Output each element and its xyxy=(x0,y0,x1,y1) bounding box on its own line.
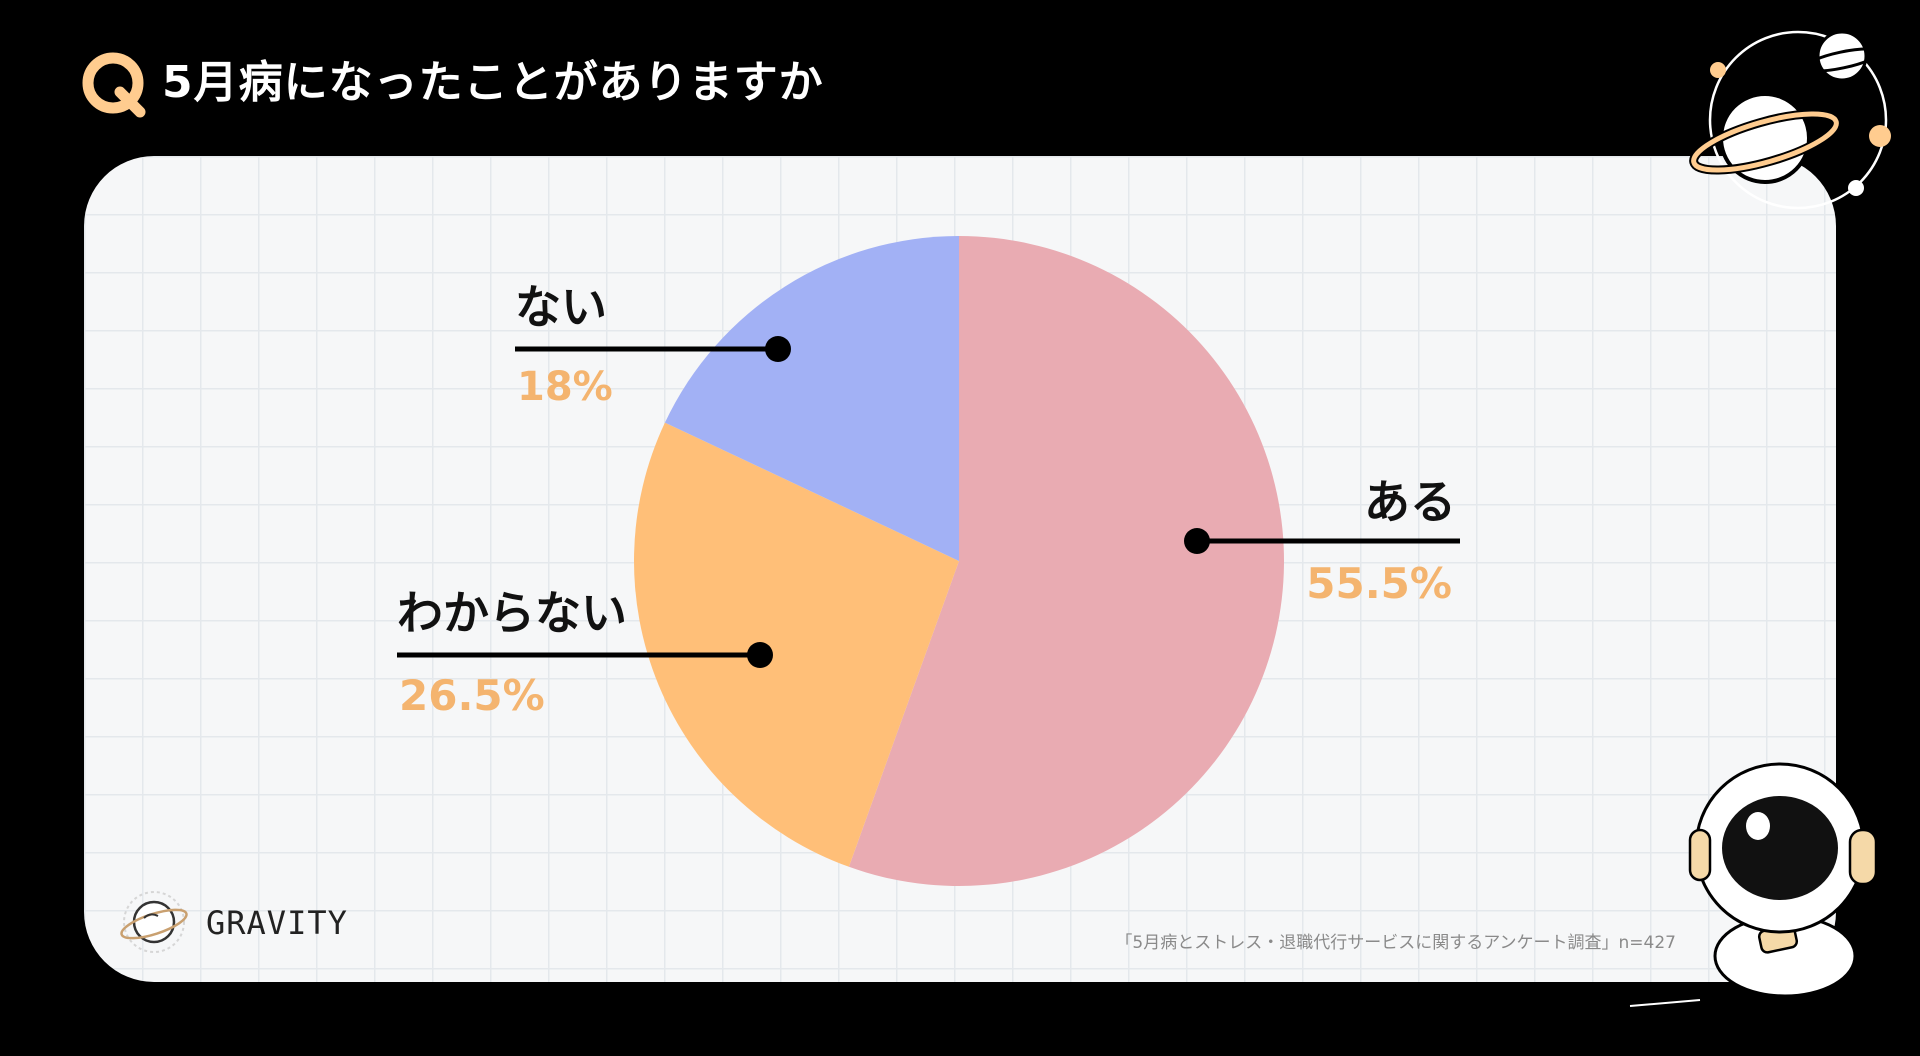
chart-card: ある 55.5% わからない 26.5% ない 18% xyxy=(84,156,1836,982)
pie-slice-nai xyxy=(664,236,959,561)
leader-dot-wakaranai xyxy=(747,642,773,668)
slice-value-wakaranai: 26.5% xyxy=(399,671,545,720)
page-title: 5月病になったことがありますか xyxy=(162,57,824,108)
pie-slice-ari xyxy=(848,236,1284,886)
pie-slices xyxy=(634,236,1284,886)
q-badge-icon: Q xyxy=(82,52,146,118)
planet-logo-icon xyxy=(120,891,188,953)
pie-slice-wakaranai xyxy=(634,422,959,867)
brand-logo: GRAVITY xyxy=(118,886,358,956)
pie-chart: ある 55.5% わからない 26.5% ない 18% xyxy=(397,236,1460,886)
slice-value-ari: 55.5% xyxy=(1306,559,1452,608)
label-wakaranai: わからない 26.5% xyxy=(397,586,773,720)
leader-dot-nai xyxy=(765,336,791,362)
slice-label-wakaranai: わからない xyxy=(397,586,627,640)
label-nai: ない 18% xyxy=(515,280,791,410)
astronaut-icon xyxy=(1629,762,1878,1007)
survey-source-note: 「5月病とストレス・退職代行サービスに関するアンケート調査」n=427 xyxy=(1115,933,1676,953)
label-ari: ある 55.5% xyxy=(1184,475,1460,608)
brand-name: GRAVITY xyxy=(206,904,348,942)
slice-label-ari: ある xyxy=(1364,475,1456,529)
q-letter: Q xyxy=(82,52,95,56)
planet-decoration-icon xyxy=(1689,30,1891,210)
slice-label-nai: ない xyxy=(515,280,607,334)
slice-value-nai: 18% xyxy=(517,364,613,410)
leader-dot-ari xyxy=(1184,528,1210,554)
